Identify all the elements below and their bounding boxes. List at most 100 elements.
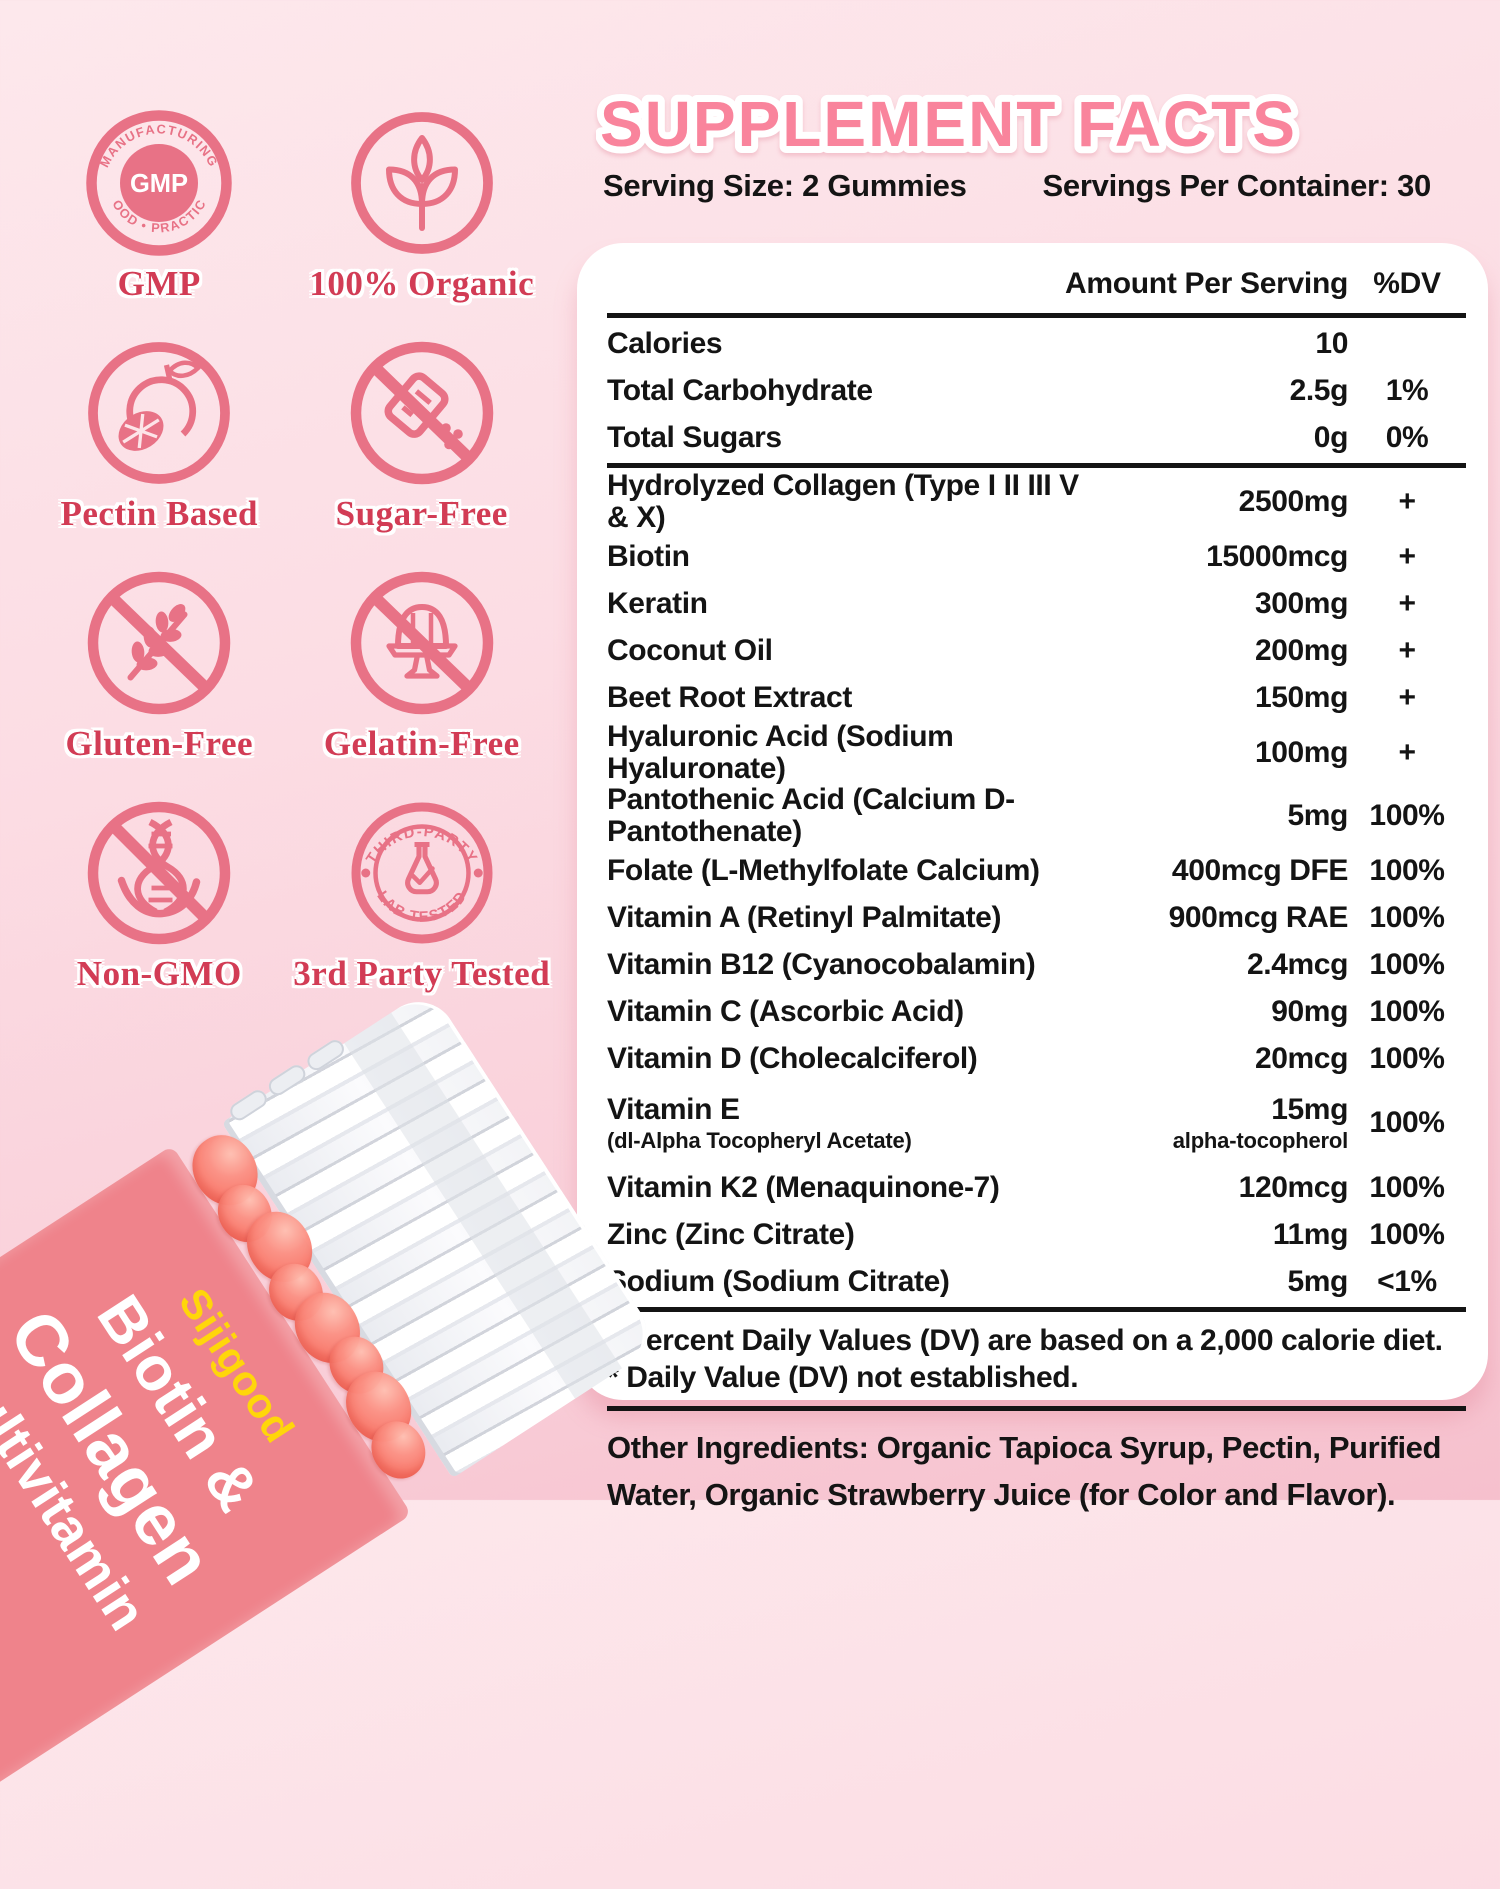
amount-per-serving-header: Amount Per Serving	[1065, 267, 1348, 300]
fact-row: Vitamin C (Ascorbic Acid) 90mg 100%	[607, 988, 1466, 1035]
nutrient-name: Vitamin K2 (Menaquinone-7)	[607, 1170, 1000, 1204]
nutrient-dv: 100%	[1369, 947, 1445, 981]
nutrient-amount: 300mg	[1254, 586, 1348, 620]
fact-row: Vitamin K2 (Menaquinone-7) 120mcg 100%	[607, 1164, 1466, 1211]
badge-non-gmo: Non-GMO	[28, 798, 291, 1028]
nutrient-name: Hyaluronic Acid (Sodium Hyaluronate)	[607, 720, 954, 785]
badge-label: Sugar-Free	[335, 494, 508, 533]
nutrient-dv: 100%	[1369, 900, 1445, 934]
nutrient-name: Beet Root Extract	[607, 680, 852, 714]
serving-size: Serving Size: 2 Gummies	[603, 168, 967, 203]
fact-row: Hydrolyzed Collagen (Type I II III V & X…	[607, 470, 1466, 533]
gluten-free-icon	[88, 571, 231, 715]
badge-label: 100% Organic	[309, 264, 535, 303]
nutrient-amount: 10	[1315, 326, 1348, 360]
nutrient-amount: 150mg	[1254, 680, 1348, 714]
nutrient-amount: 200mg	[1254, 633, 1348, 667]
nutrient-dv: +	[1398, 735, 1416, 769]
nutrient-dv: 100%	[1369, 1106, 1445, 1140]
divider	[607, 313, 1466, 318]
footnote-dv: * Percent Daily Values (DV) are based on…	[607, 1324, 1443, 1357]
badge-pectin: Pectin Based	[28, 338, 291, 568]
cap-thread	[226, 1086, 271, 1124]
fact-row: Biotin 15000mcg +	[607, 533, 1466, 580]
nutrient-name: Vitamin D (Cholecalciferol)	[607, 1041, 978, 1075]
fact-row: Vitamin A (Retinyl Palmitate) 900mcg RAE 1…	[607, 894, 1466, 941]
fact-row: Keratin 300mg +	[607, 580, 1466, 627]
fact-row: Folate (L-Methylfolate Calcium) 400mcg DF…	[607, 847, 1466, 894]
gelatin-free-icon	[350, 571, 493, 715]
nutrient-amount: 15000mcg	[1206, 539, 1348, 573]
nutrient-name: Vitamin A (Retinyl Palmitate)	[607, 900, 1002, 934]
nutrient-amount: 5mg	[1287, 1264, 1349, 1298]
nutrient-dv: +	[1398, 633, 1416, 667]
divider	[607, 1307, 1466, 1312]
footnotes: * Percent Daily Values (DV) are based on…	[607, 1314, 1466, 1404]
nutrient-name: Zinc (Zinc Citrate)	[607, 1217, 855, 1251]
supplement-facts-panel: Amount Per Serving %DV Calories 10 Total C…	[577, 243, 1488, 1512]
badge-sugar-free: Sugar-Free	[291, 338, 554, 568]
badge-label: GMP	[117, 264, 201, 303]
fact-row: Vitamin B12 (Cyanocobalamin) 2.4mcg 100%	[607, 941, 1466, 988]
nutrient-dv: 100%	[1369, 798, 1445, 832]
serving-info: Serving Size: 2 Gummies Servings Per Con…	[603, 168, 1463, 204]
fact-row: Hyaluronic Acid (Sodium Hyaluronate) 100m…	[607, 721, 1466, 784]
non-gmo-dna-icon	[88, 801, 231, 945]
nutrient-amount: 11mg	[1272, 1217, 1349, 1251]
product-bottle: Sijigood Biotin & Collagen Multivitamin …	[0, 981, 665, 1889]
nutrient-dv: 100%	[1369, 853, 1445, 887]
badge-label: Non-GMO	[76, 954, 242, 993]
fact-row: Total Carbohydrate 2.5g 1%	[607, 367, 1466, 414]
nutrient-dv: <1%	[1377, 1264, 1437, 1298]
fact-row: Coconut Oil 200mg +	[607, 627, 1466, 674]
nutrient-amount: 2.5g	[1289, 373, 1349, 407]
nutrient-name: Total Carbohydrate	[607, 373, 873, 407]
badge-gelatin-free: Gelatin-Free	[291, 568, 554, 798]
nutrient-name: Pantothenic Acid (Calcium D-Pantothenate…	[607, 783, 1015, 848]
nutrient-dv: 100%	[1369, 1217, 1445, 1251]
fact-row: Vitamin E (dl-Alpha Tocopheryl Acetate) 15…	[607, 1082, 1466, 1164]
nutrient-dv: 1%	[1385, 373, 1429, 407]
fact-row: Vitamin D (Cholecalciferol) 20mcg 100%	[607, 1035, 1466, 1082]
cap-thread	[304, 1036, 348, 1074]
nutrient-amount: 5mg	[1287, 798, 1349, 832]
pectin-orange-icon	[88, 342, 231, 484]
cap-thread	[265, 1061, 309, 1099]
nutrient-name: Biotin	[607, 539, 690, 573]
fact-row: Beet Root Extract 150mg +	[607, 674, 1466, 721]
badge-third-party: THIRD-PARTY LAB TESTED 3rd Party Tested	[291, 798, 554, 1028]
fact-row: Zinc (Zinc Citrate) 11mg 100%	[607, 1211, 1466, 1258]
title-text: SUPPLEMENT FACTS	[600, 88, 1297, 160]
nutrient-amount: 900mcg RAE	[1168, 900, 1349, 934]
badge-label: Pectin Based	[60, 494, 258, 533]
nutrient-name: Folate (L-Methylfolate Calcium)	[607, 853, 1040, 887]
nutrient-dv: +	[1398, 586, 1416, 620]
dv-header: %DV	[1373, 267, 1441, 300]
nutrient-dv: 0%	[1385, 420, 1429, 454]
svg-text:GMP: GMP	[130, 170, 188, 198]
divider	[607, 1406, 1466, 1412]
nutrient-dv: +	[1398, 484, 1416, 518]
nutrient-amount: 2500mg	[1238, 484, 1349, 518]
nutrient-name: Keratin	[607, 586, 708, 620]
nutrient-amount: 0g	[1313, 420, 1349, 454]
badge-label: Gelatin-Free	[323, 724, 520, 763]
nutrient-dv: 100%	[1369, 994, 1445, 1028]
nutrient-name: Coconut Oil	[607, 633, 773, 667]
fact-row: Sodium (Sodium Citrate) 5mg <1%	[607, 1258, 1466, 1305]
badge-gluten-free: Gluten-Free	[28, 568, 291, 798]
nutrient-dv: 100%	[1369, 1170, 1445, 1204]
nutrient-dv: 100%	[1369, 1041, 1445, 1075]
organic-leaf-icon	[350, 112, 493, 254]
nutrient-amount: 90mg	[1271, 994, 1348, 1028]
fact-row: Calories 10	[607, 320, 1466, 367]
badge-organic: 100% Organic	[291, 108, 554, 338]
servings-per-container: Servings Per Container: 30	[1042, 168, 1432, 203]
nutrient-dv: +	[1398, 680, 1416, 714]
page-title: SUPPLEMENT FACTS	[596, 81, 1302, 167]
divider	[607, 463, 1466, 468]
other-ingredients: Other Ingredients: Organic Tapioca Syrup…	[607, 1430, 1442, 1512]
